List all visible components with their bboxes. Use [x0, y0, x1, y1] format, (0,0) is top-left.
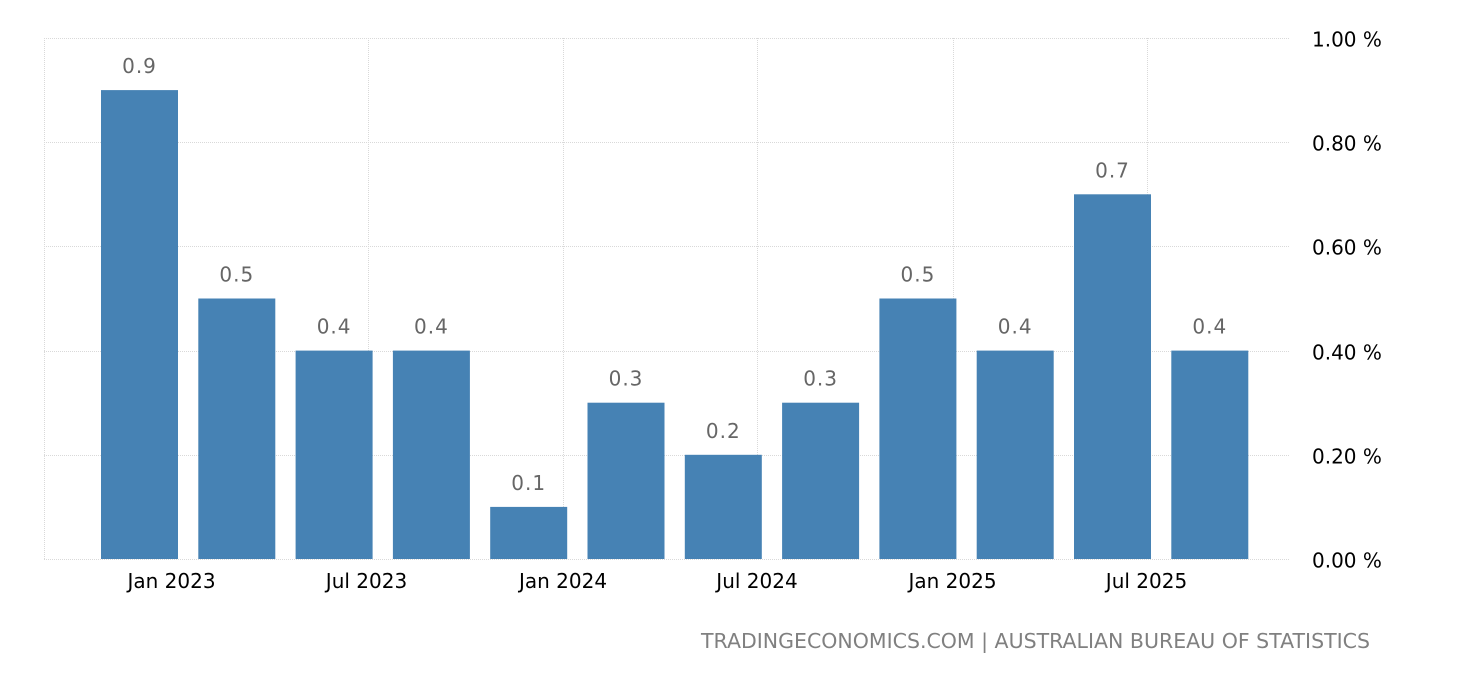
- bar[interactable]: [490, 506, 568, 559]
- bar-value-label: 0.4: [414, 315, 449, 339]
- bar-value-label: 0.9: [122, 54, 157, 78]
- y-tick-label: 0.80 %: [1312, 132, 1382, 156]
- bar[interactable]: [782, 402, 860, 559]
- x-tick-label: Jul 2025: [1104, 569, 1187, 593]
- bar-value-label: 0.5: [900, 263, 935, 287]
- bar-value-label: 0.4: [1192, 315, 1227, 339]
- bar-value-label: 0.3: [609, 367, 644, 391]
- bar-value-label: 0.5: [219, 263, 254, 287]
- bar[interactable]: [587, 402, 665, 559]
- bar[interactable]: [101, 90, 178, 559]
- x-tick-label: Jan 2023: [125, 569, 215, 593]
- x-axis-ticks: Jan 2023 Jul 2023 Jan 2024 Jul 2024 Jan 2025…: [125, 569, 1187, 593]
- bar[interactable]: [1074, 194, 1151, 560]
- data-labels: 0.9 0.5 0.4 0.4 0.1 0.3 0.2 0.3 0.5 0.4 0.7 0.4: [122, 54, 1227, 495]
- y-axis-ticks: 0.00 % 0.20 % 0.40 % 0.60 % 0.80 % 1.00 %: [1312, 28, 1382, 573]
- x-tick-label: Jan 2025: [906, 569, 996, 593]
- y-tick-label: 0.60 %: [1312, 236, 1382, 260]
- bar[interactable]: [198, 298, 276, 560]
- bar[interactable]: [295, 350, 373, 559]
- bars: [101, 90, 1249, 560]
- x-tick-label: Jul 2023: [324, 569, 407, 593]
- bar-value-label: 0.7: [1095, 158, 1130, 182]
- bar-value-label: 0.4: [998, 315, 1033, 339]
- source-credit: TRADINGECONOMICS.COM | AUSTRALIAN BUREAU…: [701, 629, 1370, 653]
- bar-value-label: 0.4: [317, 315, 352, 339]
- y-tick-label: 0.00 %: [1312, 549, 1382, 573]
- bar[interactable]: [1171, 350, 1249, 559]
- bar-value-label: 0.2: [706, 419, 741, 443]
- bar[interactable]: [392, 350, 470, 559]
- bar[interactable]: [879, 298, 957, 560]
- x-tick-label: Jan 2024: [517, 569, 607, 593]
- y-tick-label: 0.20 %: [1312, 445, 1382, 469]
- bar[interactable]: [976, 350, 1054, 559]
- bar-value-label: 0.1: [511, 471, 546, 495]
- bar-value-label: 0.3: [803, 367, 838, 391]
- y-tick-label: 1.00 %: [1312, 28, 1382, 52]
- x-tick-label: Jul 2024: [714, 569, 797, 593]
- bar[interactable]: [684, 454, 762, 559]
- y-tick-label: 0.40 %: [1312, 341, 1382, 365]
